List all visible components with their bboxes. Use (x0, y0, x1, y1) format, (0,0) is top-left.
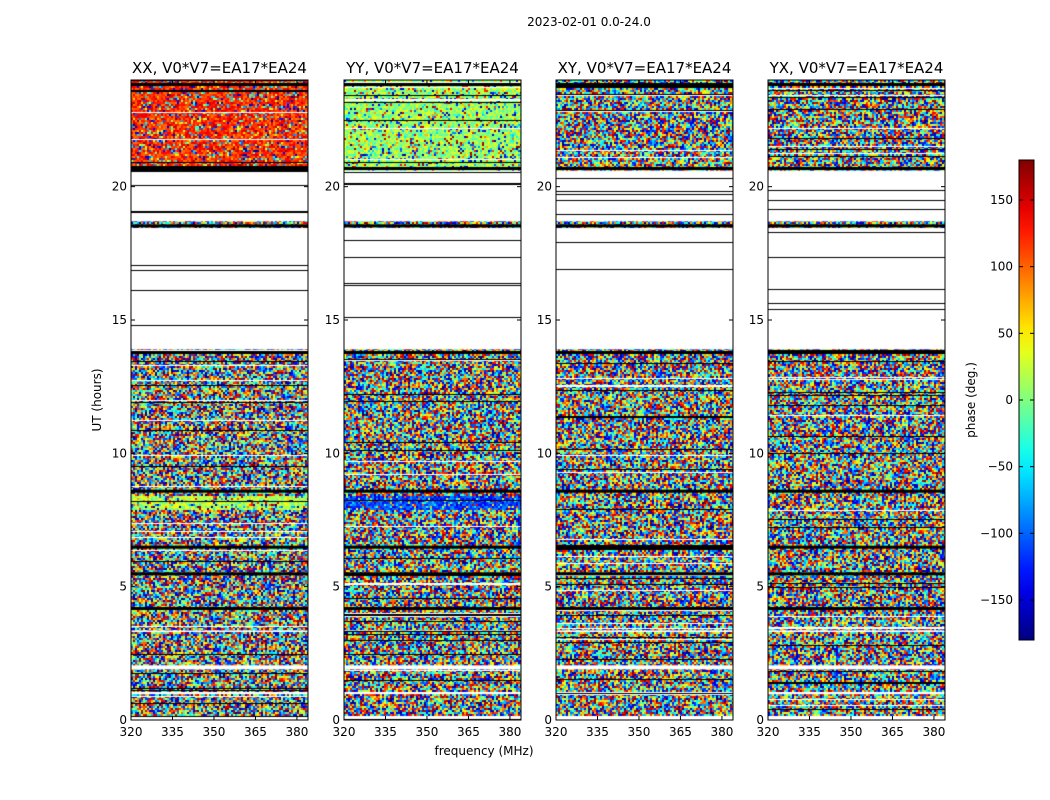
panel-2-title: YY, V0*V7=EA17*EA24 (345, 59, 519, 77)
panel-1-ytick-label: 0 (119, 713, 127, 727)
panel-3-xtick-label: 365 (669, 725, 692, 739)
panel-1-xtick-label: 365 (244, 725, 267, 739)
panel-2-phase-raster (344, 80, 521, 720)
y-axis-label: UT (hours) (90, 368, 104, 431)
colorbar-tick-label: −50 (988, 460, 1013, 474)
panel-4-xtick-label: 350 (840, 725, 863, 739)
panel-3-xtick-label: 380 (710, 725, 733, 739)
colorbar-tick-label: 100 (990, 260, 1013, 274)
panel-2-frame (343, 79, 522, 721)
panel-1-frame (130, 79, 309, 721)
panel-4-ytick-label: 0 (756, 713, 764, 727)
colorbar-tick-label: −150 (980, 593, 1013, 607)
panel-2-xtick-label: 335 (374, 725, 397, 739)
panel-4-xtick-label: 335 (798, 725, 821, 739)
panel-2-ytick-label: 10 (325, 446, 340, 460)
panel-1: XX, V0*V7=EA17*EA24 320 335 350 365 380 0 5 10 15… (112, 59, 309, 739)
colorbar-tick-label: 50 (998, 326, 1013, 340)
panel-2-xtick-label: 380 (498, 725, 521, 739)
panel-4-title: YX, V0*V7=EA17*EA24 (769, 59, 944, 77)
panel-4-ytick-label: 10 (749, 446, 764, 460)
panel-2-ytick-label: 20 (325, 180, 340, 194)
panel-1-phase-raster (131, 80, 308, 720)
panel-4-ytick-label: 15 (749, 313, 764, 327)
colorbar-tick-label: −100 (980, 526, 1013, 540)
colorbar-label: phase (deg.) (964, 362, 978, 438)
colorbar: 150 100 50 0 −50 −100 −150 phase (deg.) (964, 159, 1035, 641)
panel-1-ytick-label: 15 (112, 313, 127, 327)
panel-2-xtick-label: 320 (333, 725, 356, 739)
panel-1-xtick-label: 320 (120, 725, 143, 739)
panel-3: XY, V0*V7=EA17*EA24 320 335 350 365 380 0 5 10 15… (537, 59, 734, 739)
panel-4-xtick-label: 365 (881, 725, 904, 739)
panel-2-xtick-label: 350 (416, 725, 439, 739)
panel-3-xtick-label: 320 (545, 725, 568, 739)
panel-2-ytick-label: 15 (325, 313, 340, 327)
panel-2-ytick-label: 5 (332, 580, 340, 594)
panel-3-ytick-label: 15 (537, 313, 552, 327)
panel-3-xtick-label: 335 (586, 725, 609, 739)
panel-3-ytick-label: 20 (537, 180, 552, 194)
panel-3-ytick-label: 5 (544, 580, 552, 594)
panel-3-ytick-label: 0 (544, 713, 552, 727)
panel-1-title: XX, V0*V7=EA17*EA24 (132, 59, 307, 77)
panel-1-ytick-label: 5 (119, 580, 127, 594)
panel-3-ytick-label: 10 (537, 446, 552, 460)
panel-4-xtick-label: 320 (757, 725, 780, 739)
figure-suptitle: 2023-02-01 0.0-24.0 (527, 15, 651, 29)
panel-3-xtick-label: 350 (628, 725, 651, 739)
colorbar-tick-label: 150 (990, 193, 1013, 207)
panel-4-xtick-label: 380 (922, 725, 945, 739)
panels: XX, V0*V7=EA17*EA24 320 335 350 365 380 0 5 10 15… (112, 59, 946, 739)
colorbar-tick-label: 0 (1005, 393, 1013, 407)
panel-1-xtick-label: 380 (285, 725, 308, 739)
panel-4: YX, V0*V7=EA17*EA24 320 335 350 365 380 0 5 10 15… (749, 59, 946, 739)
panel-1-xtick-label: 335 (161, 725, 184, 739)
panel-2-xtick-label: 365 (457, 725, 480, 739)
panel-4-frame (767, 79, 946, 721)
colorbar-ticks: 150 100 50 0 −50 −100 −150 (980, 193, 1034, 607)
panel-2: YY, V0*V7=EA17*EA24 320 335 350 365 380 0 5 10 15… (325, 59, 522, 739)
panel-1-xtick-label: 350 (203, 725, 226, 739)
panel-4-ytick-label: 20 (749, 180, 764, 194)
x-axis-label: frequency (MHz) (434, 744, 533, 758)
panel-4-phase-raster (768, 80, 945, 720)
panel-3-title: XY, V0*V7=EA17*EA24 (558, 59, 732, 77)
panel-4-ytick-label: 5 (756, 580, 764, 594)
panel-3-frame (555, 79, 734, 721)
panel-1-ytick-label: 10 (112, 446, 127, 460)
panel-2-ytick-label: 0 (332, 713, 340, 727)
panel-3-phase-raster (556, 80, 733, 720)
panel-1-ytick-label: 20 (112, 180, 127, 194)
